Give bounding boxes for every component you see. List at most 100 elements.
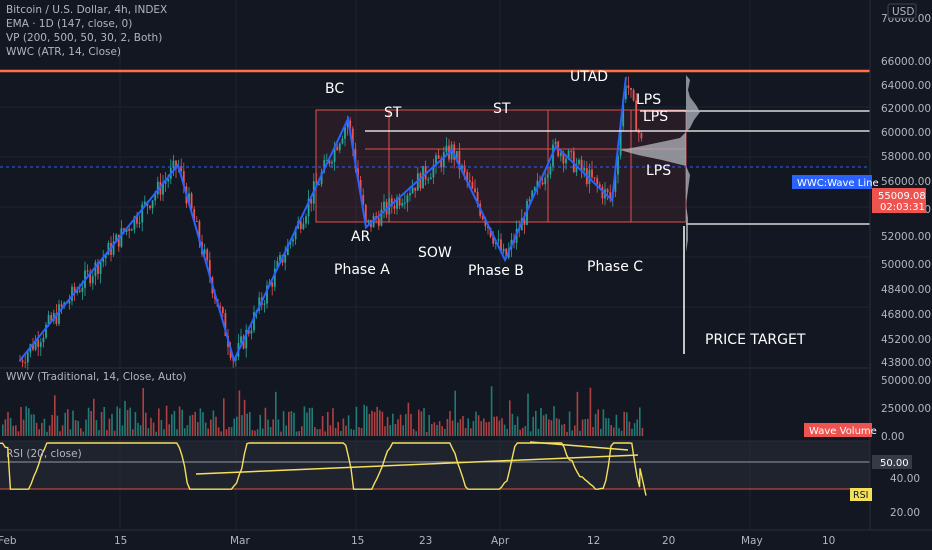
candle-body bbox=[156, 181, 159, 195]
currency-badge[interactable] bbox=[887, 3, 917, 19]
volume-bar bbox=[277, 419, 280, 436]
volume-bar bbox=[329, 425, 332, 436]
volume-bar bbox=[35, 422, 38, 436]
candle-body bbox=[617, 155, 619, 175]
candle-body bbox=[154, 194, 157, 201]
volume-bar bbox=[184, 428, 186, 436]
volume-bar bbox=[168, 424, 170, 436]
volume-bar bbox=[446, 418, 449, 436]
volume-bar bbox=[46, 431, 48, 436]
candle-body bbox=[247, 329, 250, 334]
volume-bar bbox=[301, 426, 303, 436]
rsi-badge-text: RSI bbox=[853, 490, 868, 501]
volume-bar bbox=[280, 431, 282, 436]
level-lines bbox=[365, 110, 870, 225]
volume-bar bbox=[488, 421, 490, 436]
legend-wwv[interactable]: WWV (Traditional, 14, Close, Auto) bbox=[6, 371, 187, 383]
candle-body bbox=[91, 276, 94, 284]
price-axis[interactable] bbox=[870, 0, 932, 530]
volume-bar bbox=[420, 411, 423, 436]
volume-bar bbox=[633, 423, 636, 436]
volume-bar bbox=[386, 416, 389, 436]
candle-body bbox=[450, 144, 453, 160]
candle-body bbox=[331, 161, 333, 164]
candle-body bbox=[258, 297, 261, 311]
volume-bar bbox=[368, 413, 371, 436]
volume-bar bbox=[54, 395, 56, 436]
volume-bar bbox=[444, 429, 446, 436]
volume-bar bbox=[173, 410, 176, 436]
volume-bar bbox=[243, 399, 246, 436]
volume-bar bbox=[61, 425, 64, 436]
candle-body bbox=[393, 205, 396, 209]
volume-bar bbox=[459, 419, 462, 436]
volume-bar bbox=[82, 431, 85, 436]
candle-body bbox=[622, 99, 625, 127]
candle-body bbox=[396, 197, 398, 209]
candle-body bbox=[128, 228, 131, 231]
legend-wwc[interactable]: WWC (ATR, 14, Close) bbox=[6, 46, 122, 58]
candle-body bbox=[294, 228, 297, 240]
volume-bar bbox=[553, 406, 555, 436]
volume-bar bbox=[347, 415, 350, 436]
candle-body bbox=[406, 195, 409, 203]
price-tick: 58000.00 bbox=[881, 151, 931, 163]
legend-rsi[interactable]: RSI (20, close) bbox=[6, 448, 82, 460]
volume-bar bbox=[306, 412, 308, 436]
candle-body bbox=[71, 286, 73, 302]
volume-bar bbox=[389, 424, 391, 436]
candle-body bbox=[198, 221, 201, 242]
candle-body bbox=[172, 160, 175, 169]
volume-bar bbox=[467, 418, 469, 436]
volume-bar bbox=[152, 422, 155, 436]
volume-bar bbox=[207, 428, 209, 436]
price-tick: 66000.00 bbox=[881, 56, 931, 68]
candle-body bbox=[125, 228, 128, 232]
candle-body bbox=[505, 248, 508, 258]
volume-bar bbox=[275, 391, 277, 436]
candle-body bbox=[559, 152, 562, 156]
volume-bar bbox=[103, 406, 105, 436]
volume-bar bbox=[33, 414, 35, 436]
volume-bar bbox=[74, 420, 77, 436]
volume-bar bbox=[191, 414, 194, 436]
volume-bar bbox=[262, 428, 264, 436]
annotation-lps: LPS bbox=[636, 92, 661, 108]
volume-bar bbox=[22, 419, 25, 436]
candle-body bbox=[336, 146, 339, 151]
candle-body bbox=[536, 180, 539, 188]
candle-body bbox=[318, 184, 320, 186]
legend-symbol[interactable]: Bitcoin / U.S. Dollar, 4h, INDEX bbox=[6, 4, 168, 16]
candle-body bbox=[401, 203, 404, 206]
volume-bar bbox=[215, 416, 217, 436]
wave-line-badge-text: WWC:Wave Line bbox=[797, 178, 879, 189]
volume-bar bbox=[641, 427, 644, 436]
legend-vp[interactable]: VP (200, 500, 50, 30, 2, Both) bbox=[6, 32, 163, 44]
volume-profile bbox=[620, 75, 700, 252]
volume-bar bbox=[470, 428, 472, 436]
volume-bar bbox=[238, 390, 241, 436]
rsi-tick: 40.00 bbox=[890, 473, 920, 485]
volume-bar bbox=[371, 410, 373, 436]
volume-bar bbox=[72, 410, 74, 436]
annotation-lps: LPS bbox=[646, 163, 671, 179]
candle-body bbox=[414, 187, 417, 191]
candle-body bbox=[224, 313, 227, 336]
volume-bar bbox=[2, 424, 4, 436]
candle-body bbox=[47, 315, 50, 325]
time-tick: Apr bbox=[491, 535, 510, 547]
volume-bar bbox=[358, 427, 360, 436]
candle-body bbox=[359, 180, 362, 195]
candle-body bbox=[411, 187, 414, 194]
volume-bar bbox=[108, 418, 111, 436]
candle-body bbox=[624, 85, 627, 100]
volume-bar bbox=[415, 431, 417, 436]
volume-bar bbox=[56, 415, 59, 436]
volume-bar bbox=[574, 425, 576, 436]
legend-ema[interactable]: EMA · 1D (147, close, 0) bbox=[6, 18, 133, 30]
candle-body bbox=[468, 180, 471, 182]
volume-bar bbox=[542, 415, 545, 436]
volume-bar bbox=[199, 408, 202, 436]
volume-bar bbox=[288, 411, 290, 436]
